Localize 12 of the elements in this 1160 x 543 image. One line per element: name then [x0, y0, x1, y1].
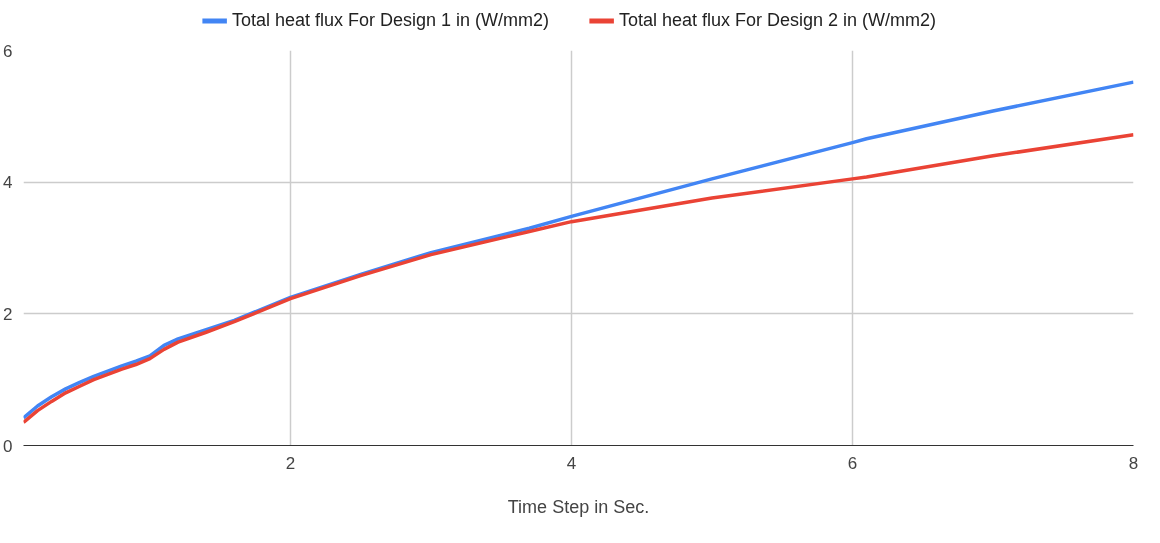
- x-tick-label: 8: [1128, 453, 1139, 473]
- line-series: [23, 133, 1134, 425]
- y-tick-label: 4: [3, 173, 13, 193]
- y-tick-label: 0: [3, 436, 13, 456]
- y-tick-label: 6: [3, 41, 13, 61]
- x-tick-label: 4: [566, 453, 577, 473]
- legend-label: Total heat flux For Design 1 in (W/mm2): [231, 9, 549, 31]
- x-tick-label: 2: [285, 453, 296, 473]
- legend-label: Total heat flux For Design 2 in (W/mm2): [619, 9, 937, 31]
- y-tick-label: 2: [3, 304, 13, 324]
- x-tick-label: 6: [847, 453, 858, 473]
- x-axis-title: Time Step in Sec.: [507, 496, 650, 517]
